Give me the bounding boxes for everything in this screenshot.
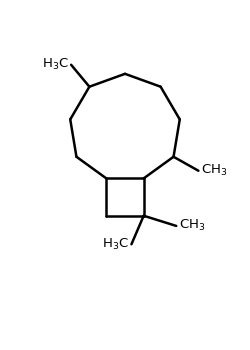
Text: CH$_3$: CH$_3$ bbox=[179, 218, 206, 233]
Text: CH$_3$: CH$_3$ bbox=[201, 163, 228, 178]
Text: H$_3$C: H$_3$C bbox=[42, 57, 68, 72]
Text: H$_3$C: H$_3$C bbox=[102, 237, 129, 252]
